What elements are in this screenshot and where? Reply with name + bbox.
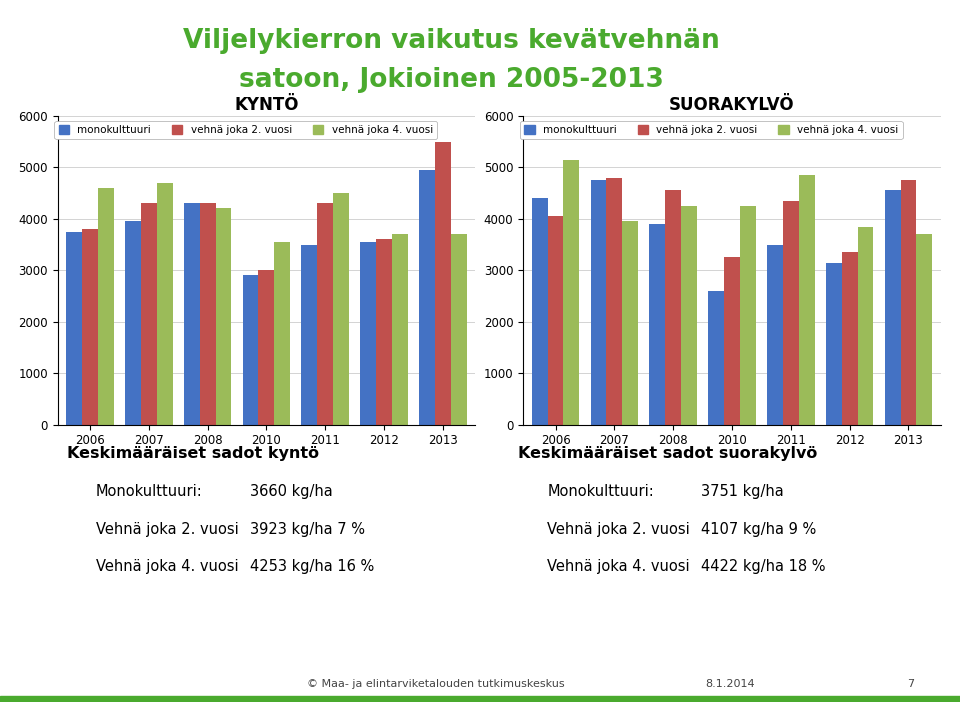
Bar	[900, 180, 917, 425]
Legend: monokulttuuri, vehnä joka 2. vuosi, vehnä joka 4. vuosi: monokulttuuri, vehnä joka 2. vuosi, vehn…	[520, 121, 902, 140]
Bar	[884, 190, 900, 425]
Bar	[740, 206, 756, 425]
Bar	[842, 252, 857, 425]
Bar	[451, 234, 467, 425]
Text: 3751 kg/ha: 3751 kg/ha	[701, 484, 783, 499]
Text: satoon, Jokioinen 2005-2013: satoon, Jokioinen 2005-2013	[239, 67, 663, 93]
Bar	[767, 244, 782, 425]
Bar	[724, 258, 740, 425]
Bar	[590, 180, 607, 425]
Text: Vehnä joka 4. vuosi: Vehnä joka 4. vuosi	[547, 559, 690, 574]
Bar	[682, 206, 697, 425]
Bar	[156, 183, 173, 425]
Text: Vehnä joka 2. vuosi: Vehnä joka 2. vuosi	[547, 522, 690, 536]
Bar	[98, 188, 114, 425]
Bar	[826, 263, 842, 425]
Bar	[216, 208, 231, 425]
Text: Monokulttuuri:: Monokulttuuri:	[96, 484, 203, 499]
Text: 3923 kg/ha 7 %: 3923 kg/ha 7 %	[250, 522, 365, 536]
Bar	[564, 159, 580, 425]
Bar	[917, 234, 932, 425]
Text: 4107 kg/ha 9 %: 4107 kg/ha 9 %	[701, 522, 816, 536]
Bar	[200, 204, 216, 425]
Bar	[419, 170, 435, 425]
Title: KYNTÖ: KYNTÖ	[234, 96, 299, 114]
Bar	[532, 198, 547, 425]
Bar	[607, 178, 622, 425]
Bar	[547, 216, 564, 425]
Legend: monokulttuuri, vehnä joka 2. vuosi, vehnä joka 4. vuosi: monokulttuuri, vehnä joka 2. vuosi, vehn…	[55, 121, 437, 140]
Bar	[243, 275, 258, 425]
Bar	[301, 244, 317, 425]
Title: SUORAKYLVÖ: SUORAKYLVÖ	[669, 96, 795, 114]
Text: 3660 kg/ha: 3660 kg/ha	[250, 484, 332, 499]
Text: 8.1.2014: 8.1.2014	[706, 680, 756, 689]
Bar	[392, 234, 408, 425]
Text: Keskimääräiset sadot kyntö: Keskimääräiset sadot kyntö	[67, 446, 320, 461]
Bar	[183, 204, 200, 425]
Bar	[649, 224, 665, 425]
Text: © Maa- ja elintarviketalouden tutkimuskeskus: © Maa- ja elintarviketalouden tutkimuske…	[307, 680, 564, 689]
Text: Vehnä joka 2. vuosi: Vehnä joka 2. vuosi	[96, 522, 239, 536]
Bar	[857, 227, 874, 425]
Text: Monokulttuuri:: Monokulttuuri:	[547, 484, 654, 499]
Bar	[376, 239, 392, 425]
Bar	[622, 221, 638, 425]
Bar	[782, 201, 799, 425]
Text: Vehnä joka 4. vuosi: Vehnä joka 4. vuosi	[96, 559, 239, 574]
Bar	[333, 193, 349, 425]
Bar	[799, 175, 815, 425]
Text: 7: 7	[907, 680, 914, 689]
Bar	[141, 204, 156, 425]
Text: 4253 kg/ha 16 %: 4253 kg/ha 16 %	[250, 559, 373, 574]
Text: Keskimääräiset sadot suorakylvö: Keskimääräiset sadot suorakylvö	[518, 446, 818, 461]
Bar	[82, 229, 98, 425]
Bar	[258, 270, 275, 425]
Bar	[360, 242, 376, 425]
Bar	[708, 291, 724, 425]
Text: Viljelykierron vaikutus kevätvehnän: Viljelykierron vaikutus kevätvehnän	[182, 28, 720, 54]
Bar	[435, 142, 451, 425]
Text: 4422 kg/ha 18 %: 4422 kg/ha 18 %	[701, 559, 826, 574]
Bar	[275, 242, 290, 425]
Bar	[317, 204, 333, 425]
Bar	[665, 190, 682, 425]
Bar	[125, 221, 141, 425]
Bar	[66, 232, 82, 425]
